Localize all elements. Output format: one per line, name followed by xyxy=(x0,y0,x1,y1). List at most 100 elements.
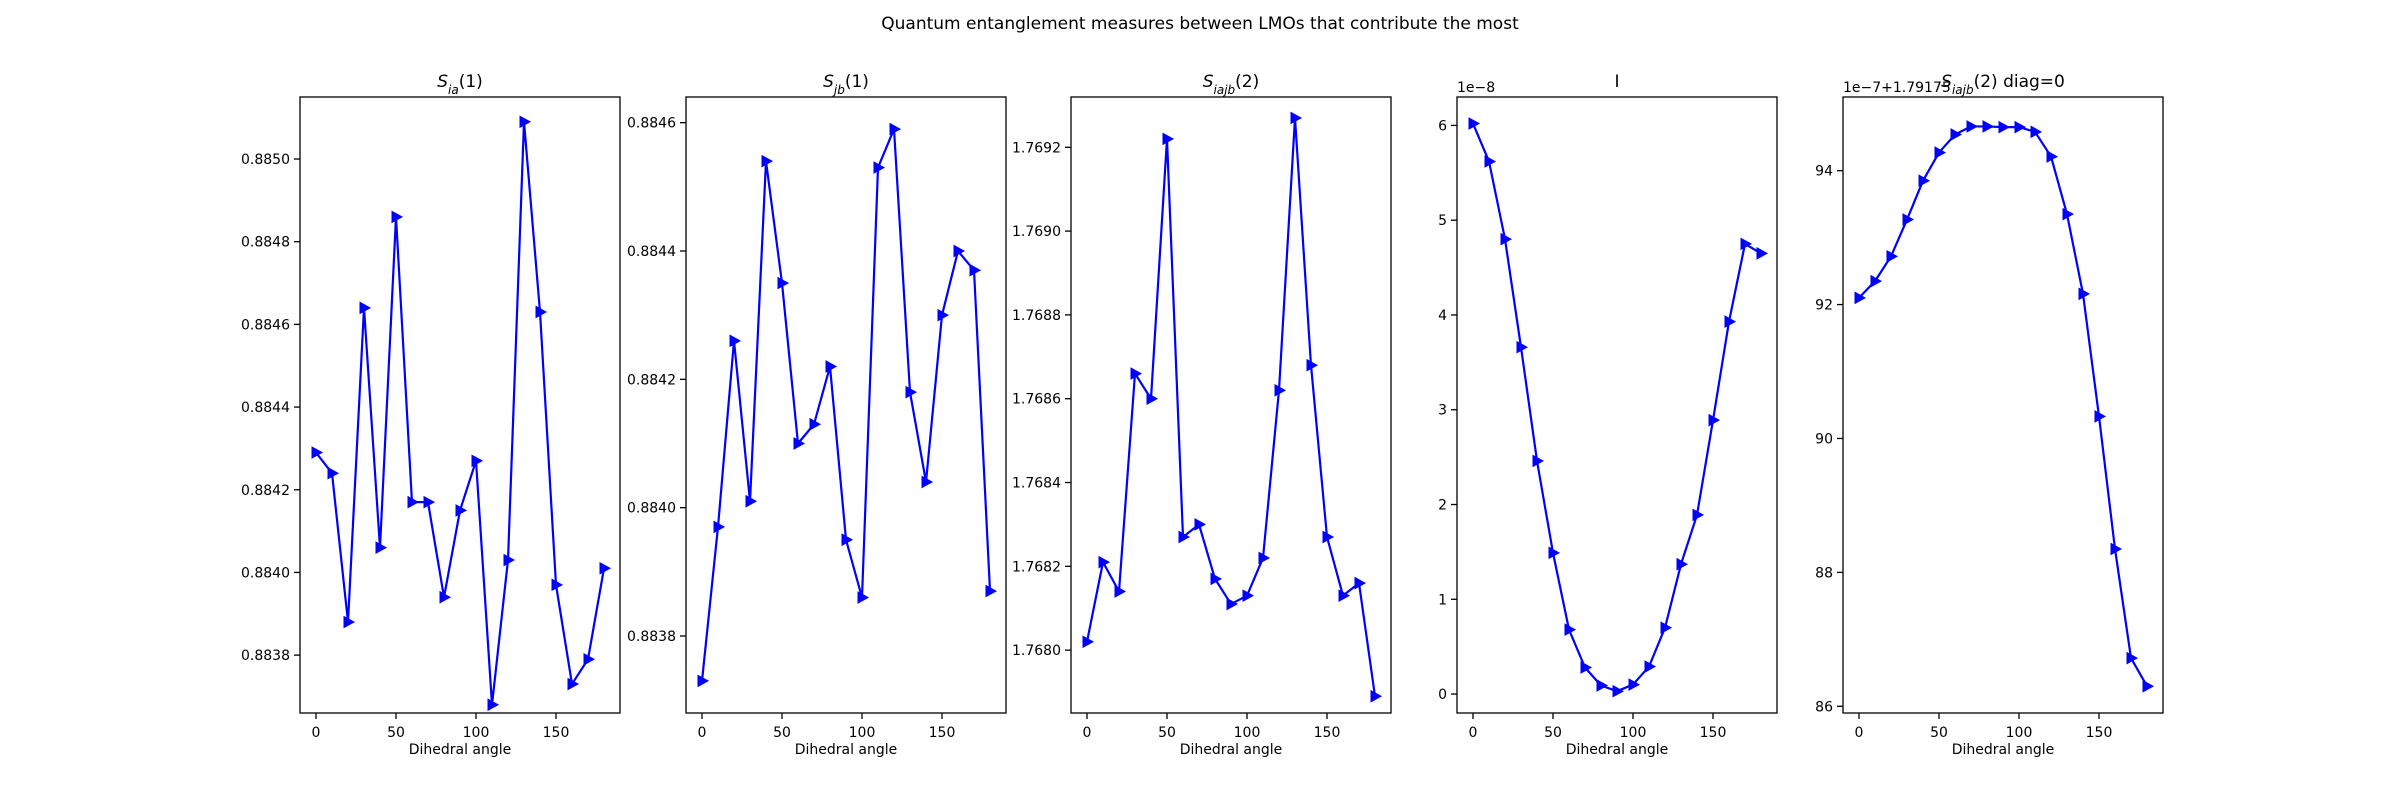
y-tick-label: 1.7684 xyxy=(1012,476,1061,492)
data-point-marker xyxy=(713,520,726,534)
data-point-marker xyxy=(1676,557,1689,571)
data-point-marker xyxy=(745,494,758,508)
data-point-marker xyxy=(2014,120,2027,134)
data-point-marker xyxy=(2142,679,2155,693)
data-point-marker xyxy=(535,305,548,319)
data-point-marker xyxy=(1660,621,1673,635)
data-point-marker xyxy=(937,308,950,322)
x-tick-label: 0 xyxy=(1855,725,1864,741)
y-tick-label: 1.7692 xyxy=(1012,140,1061,156)
data-point-marker xyxy=(391,210,404,224)
y-tick-label: 0 xyxy=(1438,687,1447,703)
y-tick-label: 6 xyxy=(1438,118,1447,134)
data-point-marker xyxy=(2126,651,2139,665)
y-tick-label: 0.8848 xyxy=(241,235,290,251)
data-point-marker xyxy=(1290,111,1303,125)
data-point-marker xyxy=(793,437,806,450)
data-point-marker xyxy=(921,475,934,489)
x-tick-label: 150 xyxy=(929,725,956,741)
data-point-marker xyxy=(519,115,532,129)
data-point-marker xyxy=(1370,689,1383,703)
x-tick-label: 50 xyxy=(773,725,791,741)
chart-panel-4: I 0 50 100 150 0 1 2 3 4 5 6 Dihedral angle 1e−8 xyxy=(1438,72,1778,758)
y-tick-label: 0.8846 xyxy=(241,317,290,333)
data-point-marker xyxy=(857,591,870,604)
data-point-marker xyxy=(1274,383,1287,397)
data-point-marker xyxy=(2030,125,2043,139)
y-tick-label: 0.8842 xyxy=(241,483,290,499)
y-tick-label: 1 xyxy=(1438,592,1447,608)
panel-title-subscript: iajb xyxy=(1952,83,1974,97)
x-tick-label: 100 xyxy=(1234,725,1261,741)
y-tick-label: 3 xyxy=(1438,403,1447,419)
data-point-marker xyxy=(583,652,596,666)
data-point-marker xyxy=(567,677,580,691)
data-point-marker xyxy=(1950,128,1963,141)
series-line xyxy=(1858,125,2148,687)
y-tick-label: 0.8850 xyxy=(241,152,290,168)
y-tick-label: 92 xyxy=(1815,298,1833,314)
data-point-marker xyxy=(423,495,436,509)
data-point-marker xyxy=(503,553,516,567)
data-point-marker xyxy=(2078,287,2091,301)
data-point-marker xyxy=(1998,120,2011,134)
data-point-marker xyxy=(1708,413,1721,427)
data-point-marker xyxy=(1258,551,1271,565)
x-axis-label: Dihedral angle xyxy=(795,742,898,758)
data-point-marker xyxy=(969,263,982,277)
y-tick-label: 1.7688 xyxy=(1012,308,1061,324)
data-point-marker xyxy=(1756,247,1769,260)
data-point-marker xyxy=(1516,340,1529,354)
x-tick-label: 50 xyxy=(1158,725,1176,741)
panel-title-part: (1) xyxy=(845,72,869,92)
y-tick-label: 0.8838 xyxy=(241,648,290,664)
data-point-marker xyxy=(809,417,822,431)
data-point-marker xyxy=(1338,589,1351,603)
data-point-marker xyxy=(439,590,452,604)
panel-title-part: I xyxy=(1614,72,1619,92)
data-point-marker xyxy=(551,578,564,592)
data-point-marker xyxy=(825,360,838,373)
data-point-marker xyxy=(1306,358,1319,372)
y-tick-label: 90 xyxy=(1815,431,1833,447)
panel-title-part: S xyxy=(1941,72,1952,92)
x-tick-label: 150 xyxy=(2086,725,2113,741)
x-tick-label: 100 xyxy=(2006,725,2033,741)
x-tick-label: 0 xyxy=(698,725,707,741)
y-tick-label: 86 xyxy=(1815,699,1833,715)
data-point-marker xyxy=(1612,684,1625,698)
x-tick-label: 150 xyxy=(1314,725,1341,741)
data-point-marker xyxy=(359,301,372,315)
panel-title: Siajb(2) xyxy=(1203,72,1260,97)
x-tick-label: 150 xyxy=(543,725,570,741)
data-point-marker xyxy=(343,615,356,629)
data-point-marker xyxy=(327,466,340,480)
data-point-marker xyxy=(873,161,886,174)
data-point-marker xyxy=(1354,576,1367,590)
y-tick-label: 0.8844 xyxy=(627,244,676,260)
data-point-marker xyxy=(375,541,388,554)
chart-panel-5: Siajb(2) diag=0 0 50 100 150 86 88 90 92 94 Dihedr… xyxy=(1815,72,2164,758)
data-point-marker xyxy=(471,454,484,468)
data-point-marker xyxy=(1322,530,1335,544)
data-point-marker xyxy=(1982,120,1995,133)
data-point-marker xyxy=(455,504,468,517)
data-point-marker xyxy=(1548,546,1561,560)
data-point-marker xyxy=(1870,274,1883,288)
data-point-marker xyxy=(1194,518,1207,531)
data-point-marker xyxy=(1098,555,1111,569)
plot-frame xyxy=(1456,96,1778,714)
plot-frame xyxy=(685,96,1007,714)
data-point-marker xyxy=(1740,237,1753,251)
data-point-marker xyxy=(761,154,774,168)
y-tick-label: 4 xyxy=(1438,308,1447,324)
data-point-marker xyxy=(487,698,500,712)
data-point-marker xyxy=(1130,367,1143,380)
data-point-marker xyxy=(1210,572,1223,586)
y-tick-label: 94 xyxy=(1815,164,1833,180)
y-tick-label: 1.7680 xyxy=(1012,643,1061,659)
data-point-marker xyxy=(1692,508,1705,522)
panel-title: Sia(1) xyxy=(437,72,483,97)
data-point-marker xyxy=(1082,635,1095,649)
